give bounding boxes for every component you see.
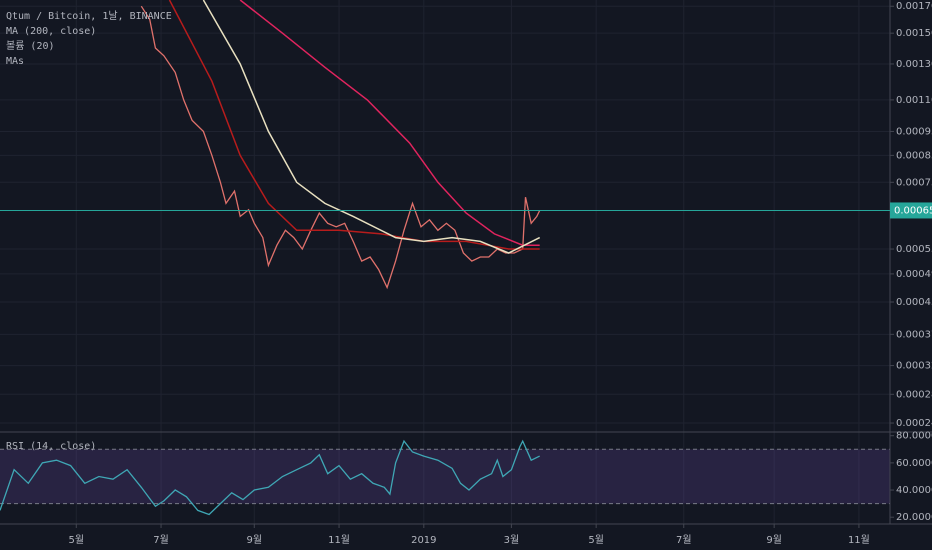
y-tick-label: 0.001100 (896, 95, 932, 106)
price-label: 0.000658 (894, 205, 932, 216)
x-tick-label: 11월 (328, 534, 350, 546)
x-tick-label: 7월 (153, 534, 169, 546)
y-tick-label: 0.00037 (896, 329, 932, 340)
price-label-bg (890, 202, 932, 219)
series-line (202, 0, 541, 254)
y-tick-label: 0.001300 (896, 59, 932, 70)
legend-title: RSI (14, close) (6, 441, 96, 452)
y-tick-label: 0.000550 (896, 244, 932, 255)
series-line (0, 439, 540, 516)
x-tick-label: 5월 (69, 534, 85, 546)
x-tick-label: 9월 (766, 534, 782, 546)
x-tick-label: 2019 (411, 535, 436, 546)
y-tick-label: 20.0000 (896, 512, 932, 523)
y-tick-label: 0.000245 (896, 418, 932, 429)
legend-entry: 볼륨 (20) (6, 40, 55, 52)
y-tick-label: 80.0000 (896, 431, 932, 442)
x-tick-label: 11월 (848, 534, 870, 546)
y-tick-label: 60.0000 (896, 458, 932, 469)
y-tick-label: 40.0000 (896, 485, 932, 496)
y-tick-label: 0.00085 (896, 150, 932, 161)
y-tick-label: 0.00043 (896, 297, 932, 308)
y-tick-label: 0.00032 (896, 361, 932, 372)
grid (0, 0, 890, 524)
legend-entry: MAs (6, 56, 24, 67)
x-tick-label: 9월 (247, 534, 263, 546)
series-line (239, 0, 540, 246)
series-line (168, 0, 540, 250)
y-tick-label: 0.001700 (896, 1, 932, 12)
plot (0, 0, 541, 516)
rsi-band (0, 449, 890, 504)
y-tick-label: 0.00095 (896, 126, 932, 137)
legend-entry: MA (200, close) (6, 26, 96, 37)
x-tick-label: 7월 (676, 534, 692, 546)
y-tick-label: 0.00049 (896, 269, 932, 280)
y-tick-label: 0.00028 (896, 389, 932, 400)
x-tick-label: 3월 (504, 534, 520, 546)
x-tick-label: 5월 (588, 534, 604, 546)
legend-title: Qtum / Bitcoin, 1날, BINANCE (6, 10, 172, 22)
y-tick-label: 0.001500 (896, 28, 932, 39)
y-tick-label: 0.00075 (896, 177, 932, 188)
series-line (140, 5, 541, 290)
